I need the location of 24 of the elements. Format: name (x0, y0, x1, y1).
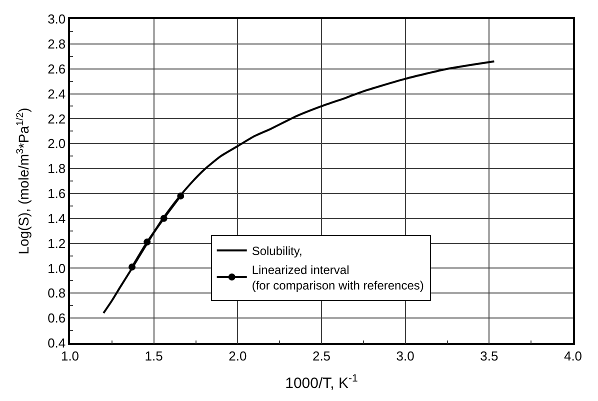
y-tick-label: 2.6 (48, 61, 66, 76)
y-tick-label: 1.4 (48, 210, 66, 226)
y-tick-label: 1.8 (48, 161, 66, 176)
y-tick-label: 3.0 (48, 12, 66, 27)
x-tick-label: 1.5 (144, 348, 163, 364)
x-tick-label: 1.0 (60, 348, 80, 364)
x-tick-label: 3.0 (396, 348, 414, 364)
legend-label: Linearized interval (for comparison with references) (252, 262, 424, 292)
y-tick-label: 2.0 (48, 136, 66, 152)
x-tick-label: 3.5 (480, 348, 498, 364)
legend-label: Solubility, (252, 244, 302, 258)
y-tick-label: 2.2 (48, 111, 66, 126)
y-tick-label: 2.8 (48, 36, 66, 52)
y-tick-label: 2.4 (48, 86, 66, 102)
x-tick-label: 2.0 (228, 348, 247, 364)
y-tick-label: 0.8 (48, 286, 66, 301)
y-tick-label: 1.0 (48, 260, 66, 276)
y-tick-label: 1.2 (48, 236, 66, 251)
x-tick-label: 2.5 (312, 348, 331, 364)
x-axis-title: 1000/T, K$^{-1}$ (285, 372, 358, 392)
y-tick-label: 0.4 (48, 336, 66, 351)
y-tick-label: 1.6 (48, 186, 66, 202)
x-tick-label: 4.0 (564, 348, 582, 364)
y-tick-label: 0.6 (48, 310, 66, 326)
